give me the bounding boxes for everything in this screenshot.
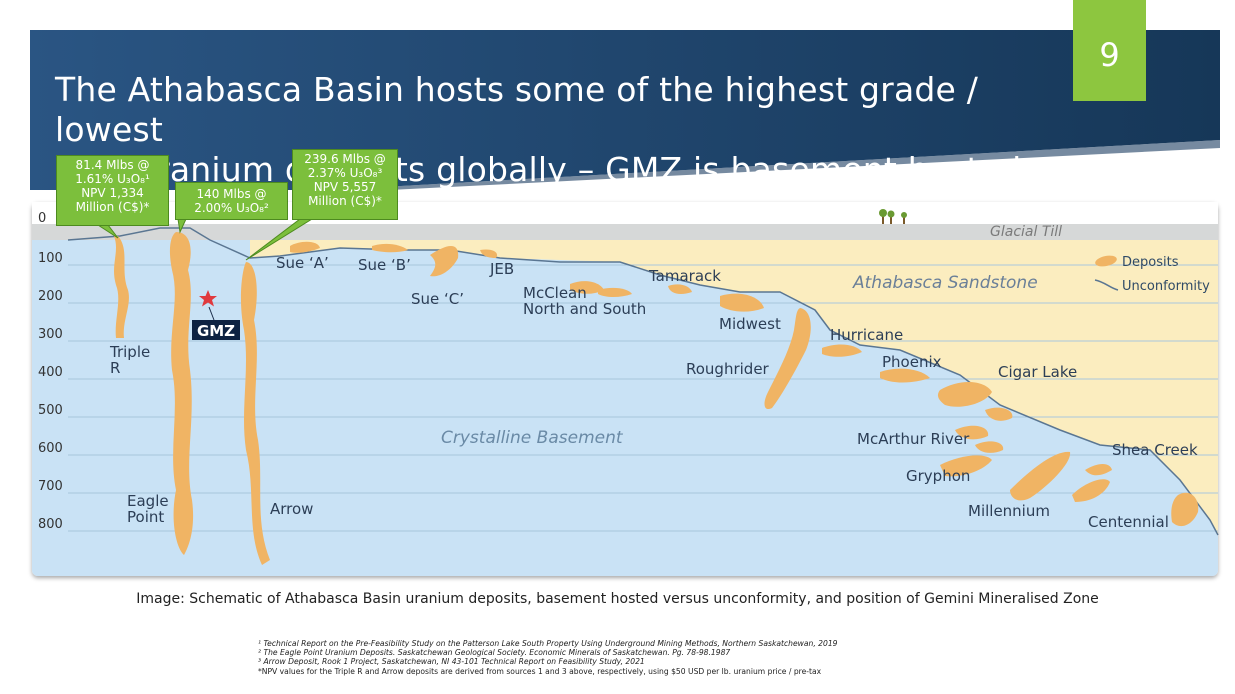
label-roughrider: Roughrider (686, 360, 770, 378)
label-centennial: Centennial (1088, 513, 1169, 531)
references: ¹ Technical Report on the Pre-Feasibilit… (258, 639, 837, 676)
label-arrow: Arrow (270, 500, 313, 518)
sandstone-layer (250, 240, 1218, 535)
deposit-mcclean-2 (598, 287, 632, 297)
gmz-star-icon (199, 290, 217, 307)
label-phoenix: Phoenix (882, 353, 942, 371)
image-caption: Image: Schematic of Athabasca Basin uran… (136, 591, 1099, 607)
depth-label: 300 (38, 327, 63, 342)
layer-label-glacial-till: Glacial Till (990, 224, 1062, 240)
callout-triple-r-line3: NPV 1,334 (81, 186, 144, 200)
depth-label: 400 (38, 365, 63, 380)
callout-eagle-point: 140 Mlbs @ 2.00% U₃O₈² (175, 182, 288, 220)
deposit-shea-2 (1085, 464, 1112, 476)
callout-arrow-line2: 2.37% U₃O₈³ (307, 166, 383, 180)
tree-icons (879, 209, 907, 224)
deposit-sue-b (372, 243, 408, 253)
label-cigar-lake: Cigar Lake (998, 363, 1077, 381)
deposit-mcarthur-2 (955, 425, 989, 440)
slide-title-line1: The Athabasca Basin hosts some of the hi… (55, 70, 979, 149)
depth-label: 200 (38, 289, 63, 304)
label-millennium: Millennium (968, 502, 1050, 520)
label-eagle-point-line2: Point (127, 508, 164, 526)
reference-1: ¹ Technical Report on the Pre-Feasibilit… (258, 639, 838, 648)
depth-label: 600 (38, 441, 63, 456)
label-mcclean-line1: McClean (523, 284, 587, 302)
callout-arrow-line4: Million (C$)* (308, 194, 382, 208)
callout-eagle-point-line2: 2.00% U₃O₈² (194, 201, 269, 215)
label-hurricane: Hurricane (830, 326, 903, 344)
depth-label: 100 (38, 251, 63, 266)
deposit-sue-a (290, 241, 320, 253)
legend: Deposits Unconformity (1094, 255, 1210, 294)
deposit-phoenix (880, 368, 930, 383)
deposit-shea-1 (1072, 479, 1110, 502)
deposit-centennial (1171, 492, 1199, 527)
depth-label: 700 (38, 479, 63, 494)
legend-deposits-label: Deposits (1122, 255, 1179, 270)
label-sue-b: Sue ‘B’ (358, 256, 411, 274)
unconformity-line (67, 227, 1219, 536)
deposit-midwest (720, 293, 764, 312)
deposit-roughrider (764, 308, 811, 410)
callout-eagle-point-line1: 140 Mlbs @ (196, 187, 267, 201)
gmz-badge (192, 320, 240, 340)
layer-label-basement: Crystalline Basement (441, 428, 624, 448)
label-triple-r-line1: Triple (109, 343, 150, 361)
glacial-till-layer (32, 224, 1218, 240)
deposit-eagle-point (169, 232, 194, 555)
legend-unconformity-icon (1094, 279, 1119, 291)
deposit-labels: Triple R Eagle Point Arrow Sue ‘A’ Sue ‘… (109, 254, 1198, 531)
label-mcclean-line2: North and South (523, 300, 646, 318)
label-eagle-point-line1: Eagle (127, 492, 169, 510)
callout-triple-r-line4: Million (C$)* (75, 200, 150, 214)
deposit-sue-c (430, 245, 459, 277)
page-number: 9 (1073, 0, 1146, 101)
reference-3: ³ Arrow Deposit, Rook 1 Project, Saskatc… (258, 657, 645, 667)
label-sue-c: Sue ‘C’ (411, 290, 464, 308)
layer-label-sandstone: Athabasca Sandstone (852, 273, 1038, 293)
callout-arrow-line3: NPV 5,557 (313, 180, 377, 194)
deposits (114, 232, 1199, 565)
label-tamarack: Tamarack (648, 267, 721, 285)
deposit-millennium (1010, 451, 1071, 501)
label-triple-r: Triple R (109, 343, 155, 377)
deposit-tamarack (668, 284, 692, 294)
label-jeb: JEB (489, 260, 514, 278)
deposit-arrow (240, 262, 270, 565)
label-shea-creek: Shea Creek (1112, 441, 1198, 459)
label-mcarthur-river: McArthur River (857, 430, 970, 448)
deposit-mcclean-1 (570, 281, 604, 294)
callout-triple-r: 81.4 Mlbs @ 1.61% U₃O₈¹ NPV 1,334 Millio… (56, 155, 169, 226)
deposit-gryphon (940, 455, 992, 477)
reference-npv-note: *NPV values for the Triple R and Arrow d… (258, 666, 822, 676)
callout-arrow-line1: 239.6 Mlbs @ (304, 152, 386, 166)
label-midwest: Midwest (719, 315, 781, 333)
deposit-triple-r (114, 236, 129, 338)
label-mcclean: McClean North and South (523, 284, 646, 318)
legend-deposit-icon (1095, 255, 1117, 267)
depth-label: 800 (38, 517, 63, 532)
depth-label: 0 (38, 211, 46, 226)
gmz-label: GMZ (197, 322, 235, 340)
deposit-hurricane (822, 344, 862, 357)
label-gryphon: Gryphon (906, 467, 970, 485)
label-triple-r-line2: R (110, 359, 120, 377)
deposit-mcarthur-3 (975, 441, 1004, 453)
slide-title: The Athabasca Basin hosts some of the hi… (55, 70, 1055, 190)
deposit-mcarthur-1 (985, 407, 1013, 421)
label-sue-a: Sue ‘A’ (276, 254, 329, 272)
deposit-cigar-lake (937, 381, 992, 407)
depth-label: 500 (38, 403, 63, 418)
reference-2: ² The Eagle Point Uranium Deposits. Sask… (258, 648, 731, 658)
callout-triple-r-line2: 1.61% U₃O₈¹ (75, 172, 150, 186)
callout-pointers (96, 218, 314, 261)
callout-triple-r-line1: 81.4 Mlbs @ (75, 158, 150, 172)
label-eagle-point: Eagle Point (127, 492, 173, 526)
deposit-jeb (480, 249, 498, 258)
legend-unconformity-label: Unconformity (1122, 279, 1210, 294)
callout-arrow: 239.6 Mlbs @ 2.37% U₃O₈³ NPV 5,557 Milli… (292, 149, 398, 220)
depth-axis: 0 100 200 300 400 500 600 700 800 (38, 211, 63, 532)
